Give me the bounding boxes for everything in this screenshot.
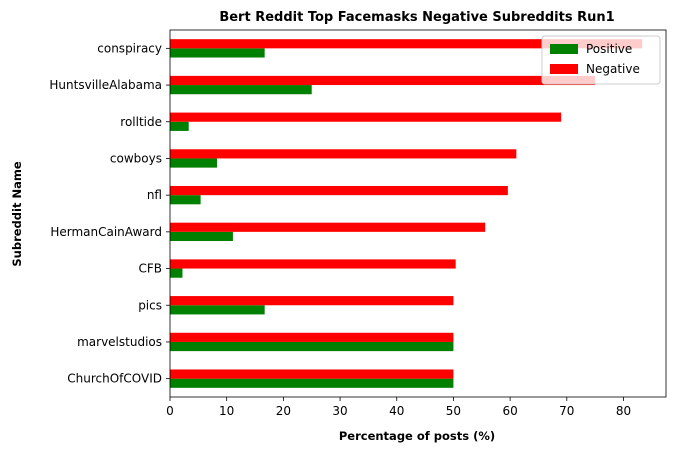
bar-positive-nfl bbox=[170, 195, 201, 205]
legend: Positive Negative bbox=[541, 35, 661, 85]
x-tick-label-70: 70 bbox=[559, 404, 574, 418]
y-tick-label-nfl: nfl bbox=[147, 188, 162, 202]
bar-negative-rolltide bbox=[170, 112, 562, 122]
bar-positive-hermancainaward bbox=[170, 231, 233, 242]
y-tick-label-pics: pics bbox=[138, 298, 162, 312]
x-tick-label-0: 0 bbox=[166, 404, 174, 418]
bar-negative-nfl bbox=[170, 185, 508, 196]
legend-swatch-negative bbox=[550, 64, 578, 74]
chart-title: Bert Reddit Top Facemasks Negative Subre… bbox=[219, 10, 614, 25]
bar-negative-churchofcovid bbox=[170, 369, 454, 379]
bar-negative-conspiracy bbox=[170, 39, 643, 49]
bar-positive-conspiracy bbox=[170, 48, 265, 58]
bar-negative-hermancainaward bbox=[170, 222, 486, 232]
bar-negative-cfb bbox=[170, 259, 456, 269]
y-axis-label: Subreddit Name bbox=[10, 161, 24, 266]
bar-negative-cowboys bbox=[170, 149, 517, 159]
x-tick-label-80: 80 bbox=[616, 404, 631, 418]
x-tick-label-50: 50 bbox=[446, 404, 461, 418]
x-tick-label-40: 40 bbox=[389, 404, 404, 418]
bar-negative-marvelstudios bbox=[170, 332, 454, 342]
legend-swatch-positive bbox=[550, 44, 578, 54]
bar-positive-cfb bbox=[170, 268, 183, 278]
bar-positive-cowboys bbox=[170, 158, 218, 168]
y-tick-label-marvelstudios: marvelstudios bbox=[77, 335, 162, 349]
x-tick-label-60: 60 bbox=[502, 404, 517, 418]
y-tick-label-huntsvillealabama: HuntsvilleAlabama bbox=[49, 78, 162, 92]
bar-negative-pics bbox=[170, 296, 454, 306]
y-tick-label-cowboys: cowboys bbox=[110, 151, 162, 165]
y-tick-label-conspiracy: conspiracy bbox=[97, 41, 162, 55]
bar-negative-huntsvillealabama bbox=[170, 75, 596, 86]
bar-positive-marvelstudios bbox=[170, 341, 454, 352]
x-tick-label-20: 20 bbox=[276, 404, 291, 418]
bar-positive-churchofcovid bbox=[170, 378, 454, 388]
y-tick-label-rolltide: rolltide bbox=[120, 115, 162, 129]
legend-label-negative: Negative bbox=[586, 62, 640, 76]
bar-positive-rolltide bbox=[170, 121, 189, 131]
plot-area: ChurchOfCOVID marvelstudios pics CFB HermanC… bbox=[49, 29, 667, 418]
legend-label-positive: Positive bbox=[586, 42, 632, 56]
x-tick-label-30: 30 bbox=[332, 404, 347, 418]
bar-positive-huntsvillealabama bbox=[170, 85, 312, 95]
bar-positive-pics bbox=[170, 305, 265, 315]
y-tick-label-hermancainaward: HermanCainAward bbox=[50, 225, 162, 239]
plot-frame bbox=[169, 29, 667, 398]
y-tick-label-cfb: CFB bbox=[138, 262, 162, 276]
x-axis-label: Percentage of posts (%) bbox=[339, 429, 495, 443]
x-tick-label-10: 10 bbox=[219, 404, 234, 418]
y-tick-label-churchofcovid: ChurchOfCOVID bbox=[67, 372, 162, 386]
